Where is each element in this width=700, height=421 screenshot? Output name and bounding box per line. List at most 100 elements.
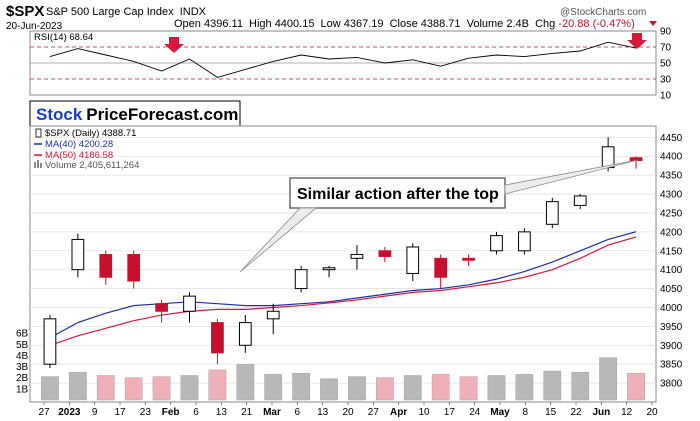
- volume-bar: [41, 376, 59, 401]
- down-arrow-icon: [164, 37, 184, 53]
- candle: [43, 315, 57, 368]
- volume-tick-label: 5B: [16, 340, 29, 351]
- candle-body: [322, 267, 336, 271]
- candlesticks: [43, 137, 643, 368]
- legend-ma50: MA(50) 4186.58: [45, 150, 113, 161]
- candle-body: [378, 250, 392, 257]
- volume-bar: [459, 376, 478, 401]
- candle: [211, 318, 224, 365]
- x-tick-label: 10: [418, 407, 430, 418]
- annotation-pointer-left: [239, 207, 318, 273]
- rsi-gridlines: [30, 46, 656, 80]
- candle: [490, 231, 503, 255]
- rsi-tick-label: 10: [660, 91, 672, 102]
- x-tick-label: 22: [570, 407, 582, 418]
- volume-bar: [180, 375, 199, 401]
- volume-bar: [264, 374, 283, 401]
- volume-bar: [124, 377, 143, 401]
- candle: [322, 265, 336, 278]
- volume-bar: [292, 373, 310, 401]
- x-tick-label: Apr: [390, 407, 407, 418]
- x-tick-label: Feb: [162, 407, 180, 418]
- price-tick-label: 3850: [660, 360, 683, 371]
- annotation-text: Similar action after the top: [297, 186, 499, 203]
- volume-bar: [348, 376, 366, 401]
- candle: [127, 250, 141, 289]
- ohlc-line: Open 4396.11 High 4400.15 Low 4367.19 Cl…: [174, 18, 635, 30]
- candle-body: [211, 322, 224, 354]
- candle-body: [350, 254, 364, 259]
- candle-body: [155, 303, 168, 312]
- candle: [183, 292, 196, 323]
- change-down-icon: [649, 21, 657, 26]
- price-tick-label: 3900: [660, 341, 683, 352]
- rsi-line: [49, 41, 637, 78]
- watermark: @StockCharts.com: [560, 7, 646, 18]
- volume-bar: [599, 357, 617, 401]
- candle-body: [43, 318, 57, 365]
- candle-body: [183, 295, 196, 312]
- candle-body: [71, 238, 85, 271]
- candle: [238, 315, 252, 353]
- candle-body: [99, 254, 113, 278]
- x-tick-label: 6: [193, 407, 199, 418]
- candle-body: [490, 235, 503, 252]
- legend-volume: Volume 2,405,611,264: [45, 160, 139, 171]
- volume-bar: [152, 376, 171, 401]
- candle-body: [266, 310, 280, 320]
- candle: [573, 194, 587, 210]
- candle-body: [127, 254, 141, 282]
- volume-bars: [41, 357, 645, 401]
- volume-tick-label: 4B: [16, 351, 29, 362]
- index-name: S&P 500 Large Cap Index: [46, 6, 174, 18]
- x-tick-label: Jun: [592, 407, 610, 418]
- rsi-legend: RSI(14) 68.64: [34, 32, 93, 43]
- down-arrow-icon: [627, 33, 647, 49]
- ma40-line: [49, 231, 637, 339]
- x-tick-label: 27: [38, 407, 50, 418]
- x-tick-label: 20: [342, 407, 354, 418]
- candle-body: [545, 201, 559, 225]
- x-tick-label: 6: [295, 407, 301, 418]
- candle: [518, 228, 531, 255]
- candle: [462, 254, 475, 266]
- x-tick-label: May: [490, 407, 510, 418]
- x-tick-label: 20: [646, 407, 658, 418]
- x-tick-label: 27: [368, 407, 380, 418]
- candle: [294, 265, 308, 293]
- x-tick-label: 17: [114, 407, 126, 418]
- rsi-tick-label: 30: [660, 75, 672, 86]
- volume-bar: [376, 377, 394, 401]
- price-tick-label: 4150: [660, 246, 683, 257]
- exchange: INDX: [180, 6, 207, 18]
- rsi-y-axis: 10 30 50 70 90: [660, 27, 672, 102]
- rsi-tick-label: 90: [660, 27, 672, 38]
- x-tick-label: 9: [92, 407, 98, 418]
- candle: [71, 233, 85, 278]
- x-tick-label: 23: [140, 407, 152, 418]
- volume-tick-label: 1B: [16, 384, 29, 395]
- x-tick-label: 2023: [58, 407, 81, 418]
- annotation-box: [289, 177, 506, 209]
- candle: [99, 250, 113, 285]
- x-tick-label: 12: [621, 407, 633, 418]
- candle-body: [518, 231, 531, 252]
- volume-bar: [431, 374, 450, 401]
- volume-bar: [236, 364, 255, 401]
- legend-price: $SPX (Daily) 4388.71: [45, 128, 136, 139]
- volume-bar: [515, 374, 534, 401]
- volume-bars-icon: [34, 160, 42, 168]
- x-tick-label: 21: [241, 407, 253, 418]
- x-tick-label: Mar: [263, 407, 281, 418]
- volume-bar: [96, 375, 115, 401]
- candle-body: [573, 195, 587, 206]
- volume-bar: [543, 370, 562, 401]
- x-tick-label: 13: [216, 407, 228, 418]
- logo-box: [29, 100, 241, 127]
- candle: [434, 254, 448, 289]
- volume-bar: [320, 378, 338, 401]
- candle-body: [294, 269, 308, 290]
- price-legend: $SPX (Daily) 4388.71 MA(40) 4200.28 MA(5…: [34, 128, 139, 171]
- date: 20-Jun-2023: [6, 21, 63, 32]
- price-tick-label: 3950: [660, 322, 683, 333]
